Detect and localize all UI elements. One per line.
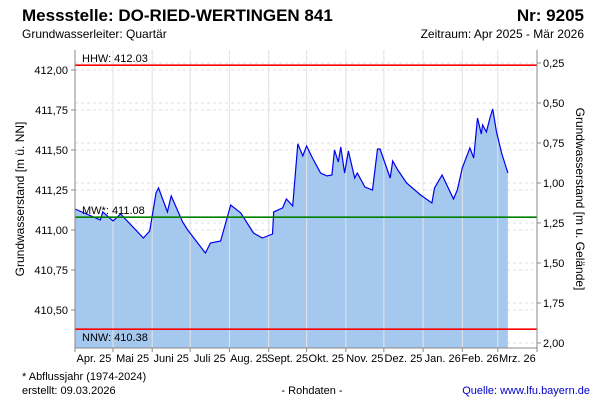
x-tick-label: Sept. 25 — [267, 353, 308, 365]
x-tick-label: Juni 25 — [153, 353, 188, 365]
x-tick-label: Nov. 25 — [346, 353, 383, 365]
x-tick-label: Juli 25 — [194, 353, 226, 365]
y-axis-title: Grundwasserstand [m ü. NN] — [13, 122, 27, 277]
reference-label: MW*: 411.08 — [82, 205, 145, 217]
x-tick-label: Okt. 25 — [309, 353, 344, 365]
y-tick-label: 410,50 — [34, 305, 68, 317]
x-tick-label: Feb. 26 — [461, 353, 498, 365]
reference-lines: HHW: 412.03 MW*: 411.08 NNW: 410.38 — [75, 53, 537, 344]
station-title: Messstelle: DO-RIED-WERTINGEN 841 — [22, 6, 333, 25]
axes: 410,50 410,75 411,00 411,25 411,50 411,75 412,… — [34, 50, 564, 365]
created-date: erstellt: 09.03.2026 — [22, 385, 116, 397]
x-tick-label: Mrz. 26 — [499, 353, 536, 365]
y2-tick-label: 0,25 — [543, 58, 564, 70]
reference-label: HHW: 412.03 — [82, 53, 148, 65]
y2-tick-label: 0,50 — [543, 98, 564, 110]
x-tick-label: Jan. 26 — [425, 353, 461, 365]
level-line — [74, 108, 509, 255]
y2-tick-label: 1,25 — [543, 218, 564, 230]
y-tick-label: 411,00 — [35, 225, 68, 237]
period-label: Zeitraum: Apr 2025 - Mär 2026 — [421, 27, 585, 41]
raw-data-note: - Rohdaten - — [281, 385, 342, 397]
y2-tick-label: 1,75 — [543, 298, 564, 310]
y-tick-label: 410,75 — [34, 265, 68, 277]
x-tick-label: Aug. 25 — [230, 353, 268, 365]
y-tick-label: 411,50 — [35, 145, 68, 157]
y-tick-label: 411,25 — [35, 185, 68, 197]
y2-tick-label: 0,75 — [543, 138, 564, 150]
level-area — [75, 109, 508, 348]
footnote: * Abflussjahr (1974-2024) — [22, 371, 146, 383]
reference-label: NNW: 410.38 — [82, 332, 148, 344]
y2-axis-title: Grundwasserstand [m u. Gelände] — [573, 108, 587, 291]
y2-tick-label: 2,00 — [543, 338, 564, 350]
source-link[interactable]: Quelle: www.lfu.bayern.de — [462, 385, 590, 397]
x-tick-label: Mai 25 — [116, 353, 149, 365]
aquifer-label: Grundwasserleiter: Quartär — [22, 27, 167, 41]
month-gridlines — [112, 50, 499, 348]
y-tick-label: 412,00 — [34, 65, 68, 77]
x-tick-label: Dez. 25 — [385, 353, 423, 365]
y2-tick-label: 1,00 — [543, 178, 564, 190]
x-tick-label: Apr. 25 — [77, 353, 112, 365]
station-number: Nr: 9205 — [517, 6, 584, 25]
y-tick-label: 411,75 — [35, 105, 68, 117]
y2-tick-label: 1,50 — [543, 258, 564, 270]
